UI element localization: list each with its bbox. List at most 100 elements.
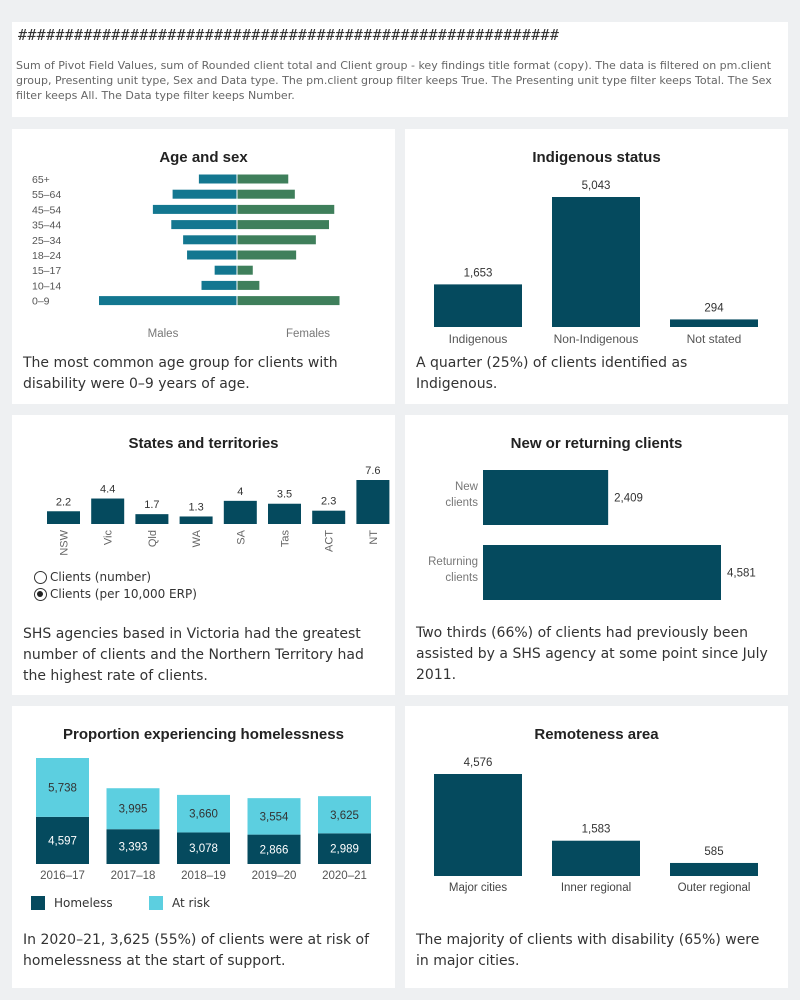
- category-label: ACT: [324, 530, 336, 552]
- bar-females: [237, 280, 260, 290]
- category-label: 2020–21: [322, 870, 367, 882]
- bar-indigenous-status: [434, 284, 522, 327]
- bar-females: [237, 204, 335, 214]
- panel-title: New or returning clients: [510, 435, 683, 452]
- data-label: 1,583: [582, 824, 611, 836]
- category-label: NSW: [59, 529, 71, 555]
- category-label: New: [455, 481, 479, 493]
- category-label: clients: [445, 497, 478, 509]
- age-tick-label: 0–9: [32, 296, 50, 308]
- category-label: WA: [191, 529, 203, 547]
- bar-client-type: [483, 470, 609, 525]
- bar-indigenous-status: [552, 197, 640, 327]
- panel-title: Age and sex: [159, 149, 248, 166]
- category-label: 2017–18: [111, 870, 156, 882]
- hash-title: ########################################…: [18, 26, 560, 44]
- returning-chart: 2,409 New clients 4,581 Returning clients: [428, 470, 756, 600]
- data-label: 4: [237, 486, 243, 498]
- data-label: 1,653: [464, 267, 493, 279]
- age-tick-label: 45–54: [32, 204, 61, 216]
- bar-homeless: [177, 832, 230, 864]
- category-label: Outer regional: [678, 882, 751, 894]
- bar-homeless: [318, 833, 371, 864]
- bar-remoteness: [434, 774, 522, 876]
- axis-label-males: Males: [148, 328, 179, 340]
- bar-state: [47, 511, 80, 524]
- data-label: 3.5: [277, 489, 292, 501]
- remoteness-chart: 4,576 Major cities 1,583 Inner regional 585 O…: [434, 757, 758, 894]
- radio-icon[interactable]: [34, 570, 47, 584]
- category-label: Tas: [280, 530, 292, 548]
- age-tick-label: 65+: [32, 174, 50, 186]
- panel-indigenous: Indigenous status 1,653 Indigenous 5,043 No…: [405, 129, 788, 404]
- bar-males: [214, 265, 237, 275]
- bar-remoteness: [552, 840, 640, 876]
- key-finding: In 2020–21, 3,625 (55%) of clients were …: [23, 932, 370, 969]
- data-label: 4,576: [464, 757, 493, 769]
- legend-label: Homeless: [54, 896, 113, 910]
- bar-homeless: [36, 816, 89, 864]
- panel-title: Proportion experiencing homelessness: [63, 726, 344, 743]
- data-label: 7.6: [365, 465, 380, 477]
- data-label: 2.2: [56, 496, 71, 508]
- swatch-homeless: [31, 896, 45, 910]
- filter-note: Sum of Pivot Field Values, sum of Rounde…: [16, 59, 772, 102]
- data-label: 4.4: [100, 484, 115, 496]
- bar-state: [312, 510, 346, 524]
- data-label-at-risk: 3,995: [119, 804, 148, 816]
- category-label: clients: [445, 572, 478, 584]
- bar-males: [198, 174, 237, 184]
- key-finding: The majority of clients with disability …: [416, 932, 760, 969]
- category-label: SA: [235, 529, 247, 544]
- radio-clients-number[interactable]: Clients (number): [34, 570, 151, 584]
- legend-label: At risk: [172, 896, 210, 910]
- radio-clients-rate[interactable]: Clients (per 10,000 ERP): [34, 587, 197, 601]
- states-chart: 2.2 NSW 4.4 Vic 1.7 Qld 1.3 WA 4 SA 3.5 Tas 2.3 ACT 7.…: [47, 465, 390, 556]
- category-label: Indigenous: [449, 332, 508, 346]
- bar-state: [356, 480, 390, 524]
- bar-indigenous-status: [670, 319, 758, 327]
- bar-males: [187, 250, 237, 260]
- filter-header: ########################################…: [12, 22, 788, 117]
- bar-females: [237, 189, 295, 199]
- bar-state: [268, 503, 301, 524]
- bar-state: [223, 500, 257, 524]
- bar-males: [152, 204, 237, 214]
- data-label: 5,043: [582, 180, 611, 192]
- age-sex-chart: 65+ 55–64 45–54 35–44 25–34 18–24 15–17 10–14 0–…: [32, 172, 340, 340]
- data-label-homeless: 3,078: [189, 843, 218, 855]
- bar-state: [135, 514, 169, 524]
- panel-remoteness: Remoteness area 4,576 Major cities 1,583 In…: [405, 706, 788, 988]
- bar-homeless: [106, 829, 160, 864]
- bar-client-type: [483, 545, 721, 600]
- panel-title: Remoteness area: [534, 726, 659, 743]
- data-label: 294: [704, 302, 724, 314]
- data-label-at-risk: 3,660: [189, 809, 218, 821]
- data-label-at-risk: 3,554: [260, 811, 289, 823]
- category-label: Major cities: [449, 882, 507, 894]
- data-label-homeless: 2,866: [260, 844, 289, 856]
- bar-at-risk: [318, 796, 371, 834]
- data-label-at-risk: 3,625: [330, 810, 359, 822]
- panel-states: States and territories 2.2 NSW 4.4 Vic 1.7 Ql…: [12, 415, 395, 695]
- indigenous-chart: 1,653 Indigenous 5,043 Non-Indigenous 294 Not…: [434, 180, 758, 346]
- data-label-homeless: 3,393: [119, 842, 148, 854]
- bar-females: [237, 220, 329, 230]
- age-tick-label: 10–14: [32, 280, 61, 292]
- panel-age-sex: Age and sex 65+ 55–64 45–54 35–44 25–34 18–24…: [12, 129, 395, 404]
- bar-males: [172, 189, 237, 199]
- category-label: Vic: [103, 530, 115, 546]
- bar-females: [237, 250, 297, 260]
- data-label: 2,409: [614, 493, 643, 505]
- bar-females: [237, 296, 340, 306]
- radio-selected-icon[interactable]: [34, 587, 47, 601]
- key-finding: SHS agencies based in Victoria had the g…: [23, 626, 364, 684]
- category-label: 2019–20: [252, 870, 297, 882]
- panel-title: Indigenous status: [532, 149, 661, 166]
- category-label: Qld: [147, 530, 159, 547]
- bar-at-risk: [36, 758, 89, 817]
- data-label: 1.3: [188, 501, 203, 513]
- bar-at-risk: [247, 798, 301, 835]
- swatch-at-risk: [149, 896, 163, 910]
- key-finding: A quarter (25%) of clients identified as…: [416, 355, 688, 392]
